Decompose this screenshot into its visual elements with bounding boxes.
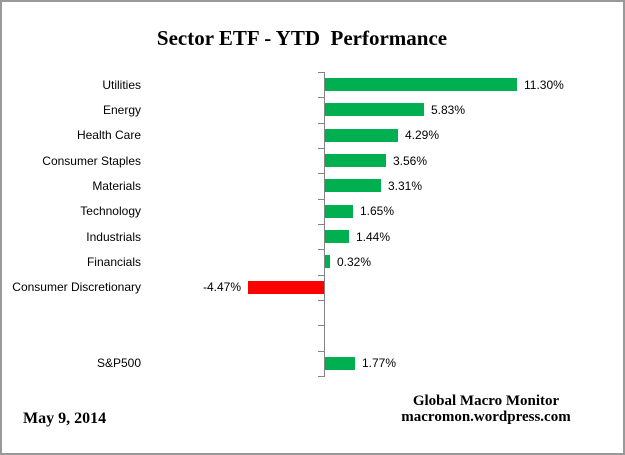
category-label-consumer-staples: Consumer Staples — [42, 154, 141, 168]
attribution-line2: macromon.wordpress.com — [401, 409, 571, 425]
value-label-s-p500: 1.77% — [362, 356, 397, 370]
category-label-energy: Energy — [102, 103, 141, 117]
y-axis-line — [324, 72, 325, 377]
bar-energy — [325, 103, 424, 116]
bar-industrials — [325, 230, 349, 243]
axis-tick — [318, 97, 324, 98]
attribution-block: Global Macro Monitor macromon.wordpress.… — [386, 393, 586, 425]
axis-tick — [318, 148, 324, 149]
bar-consumer-staples — [325, 154, 386, 167]
value-label-financials: 0.32% — [337, 255, 372, 269]
category-label-utilities: Utilities — [102, 78, 141, 92]
value-label-health-care: 4.29% — [405, 128, 440, 142]
axis-tick — [318, 224, 324, 225]
axis-tick — [318, 249, 324, 250]
value-label-materials: 3.31% — [388, 179, 423, 193]
axis-tick — [318, 72, 324, 73]
bar-utilities — [325, 78, 517, 91]
axis-tick — [318, 376, 324, 377]
category-label-materials: Materials — [92, 179, 141, 193]
value-label-consumer-discretionary: -4.47% — [202, 280, 241, 294]
axis-tick — [318, 300, 324, 301]
axis-tick — [318, 199, 324, 200]
axis-tick — [318, 351, 324, 352]
category-label-consumer-discretionary: Consumer Discretionary — [12, 280, 141, 294]
bar-financials — [325, 255, 330, 268]
axis-tick — [318, 173, 324, 174]
date-label: May 9, 2014 — [23, 410, 107, 427]
value-label-industrials: 1.44% — [356, 230, 391, 244]
category-label-financials: Financials — [86, 255, 141, 269]
category-label-s-p500: S&P500 — [96, 356, 141, 370]
value-label-consumer-staples: 3.56% — [393, 154, 428, 168]
bar-health-care — [325, 129, 398, 142]
category-label-health-care: Health Care — [76, 128, 141, 142]
attribution-line1: Global Macro Monitor — [412, 393, 560, 409]
bar-materials — [325, 179, 381, 192]
chart-title: Sector ETF - YTD Performance — [156, 26, 448, 50]
axis-tick — [318, 325, 324, 326]
value-label-technology: 1.65% — [360, 204, 395, 218]
bar-s-p500 — [325, 357, 355, 370]
category-label-technology: Technology — [80, 204, 141, 218]
category-label-industrials: Industrials — [86, 230, 141, 244]
value-label-utilities: 11.30% — [524, 78, 564, 92]
bar-technology — [325, 205, 353, 218]
axis-tick — [318, 123, 324, 124]
bar-consumer-discretionary — [248, 281, 324, 294]
axis-tick — [318, 275, 324, 276]
value-label-energy: 5.83% — [431, 103, 466, 117]
